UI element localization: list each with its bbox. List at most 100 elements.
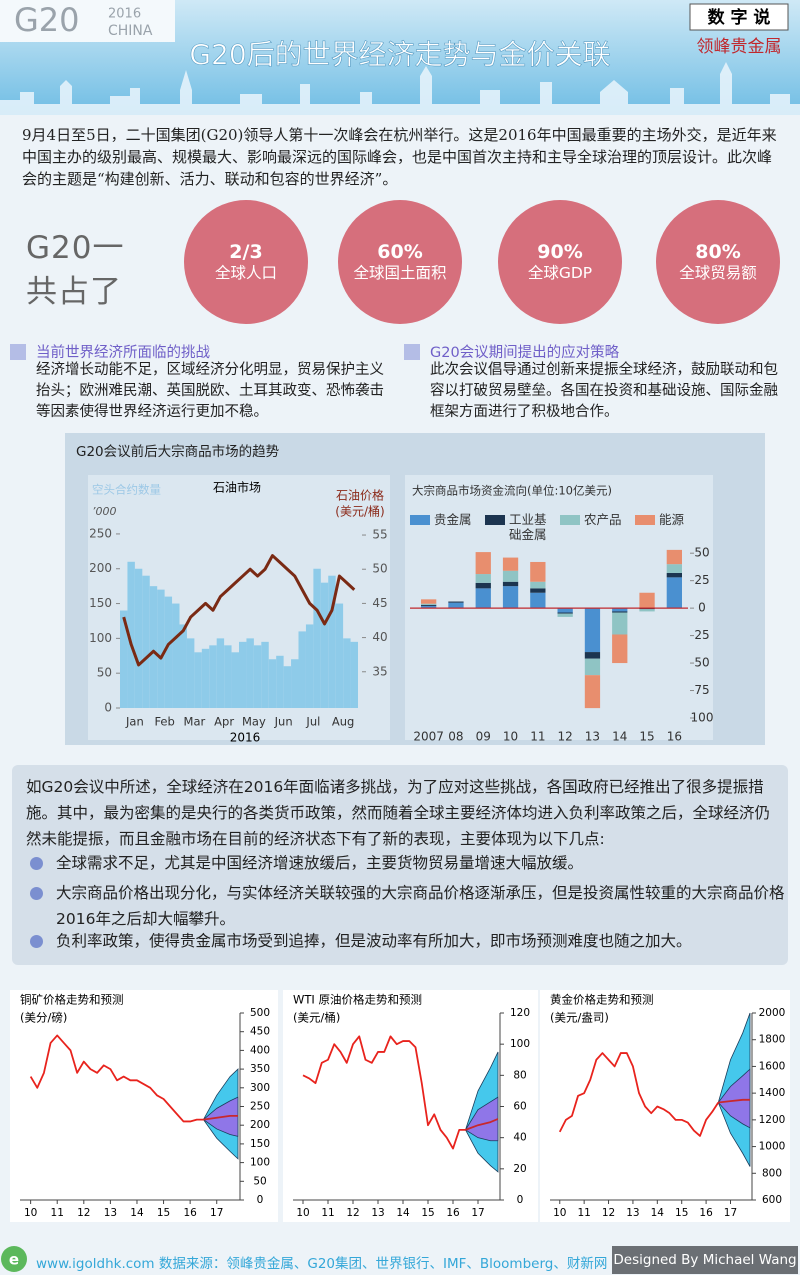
bar-segment: [475, 552, 491, 575]
bar: [239, 641, 247, 708]
bar: [276, 655, 284, 708]
bar: [261, 641, 269, 708]
y-tick-label: 300: [250, 1082, 270, 1094]
bar: [343, 638, 351, 708]
x-tick-label: 12: [77, 1207, 90, 1219]
price-history: [302, 1035, 466, 1150]
y2-axis-label: 石油价格: [336, 488, 384, 503]
y2-tick-label: 50: [372, 562, 387, 576]
bar: [164, 596, 173, 708]
y-tick-label: 1000: [759, 1141, 786, 1153]
bar: [224, 645, 232, 708]
bar: [291, 659, 299, 708]
stat-label: 全球贸易额: [679, 264, 757, 282]
fan-inner: [717, 1068, 751, 1129]
section-icon: [404, 344, 420, 360]
bar: [134, 568, 143, 708]
bar: [201, 648, 210, 708]
footer-source: www.igoldhk.com 数据来源：领峰贵金属、G20集团、世界银行、IM…: [36, 1256, 608, 1272]
x-tick-label: 17: [210, 1207, 223, 1219]
price-history: [29, 1034, 204, 1123]
bar-segment: [557, 613, 573, 617]
x-tick-label: 13: [371, 1207, 384, 1219]
x-tick-label: 11: [530, 730, 545, 744]
x-tick-label: 17: [471, 1207, 484, 1219]
bar-segment: [421, 603, 437, 605]
x-tick-label: 09: [476, 730, 491, 744]
bar: [186, 638, 195, 708]
stat-label: 全球GDP: [527, 264, 593, 282]
bar-segment: [612, 634, 628, 664]
bullet: 大宗商品价格出现分化，与实体经济关联较强的大宗商品价格逐渐承压，但是投资属性较重…: [30, 880, 796, 932]
stat-label: 全球国土面积: [353, 264, 447, 282]
y-tick-label: 50: [694, 546, 709, 560]
bar-segment: [475, 588, 491, 609]
footer-designer: Designed By Michael Wang: [612, 1246, 798, 1274]
x-tick-label: Jun: [274, 715, 293, 729]
x-tick-label: 13: [585, 730, 600, 744]
y-tick-label: 100: [691, 711, 714, 725]
stat-label: 全球人口: [214, 264, 277, 282]
bar-segment: [502, 557, 519, 571]
chart-unit: (美元/盎司): [550, 1011, 609, 1025]
chart-title: 黄金价格走势和预测: [550, 993, 654, 1007]
bar: [246, 638, 254, 708]
x-tick-label: 13: [626, 1207, 639, 1219]
chart-title: 铜矿价格走势和预测: [20, 993, 124, 1007]
x-tick-label: May: [242, 715, 266, 729]
bar-segment: [421, 599, 437, 604]
bullet: 全球需求不足，尤其是中国经济增速放缓后，主要货物贸易量增速大幅放缓。: [30, 850, 796, 876]
y-axis-label: 空头合约数量: [92, 483, 161, 497]
x-tick-label: 14: [651, 1207, 665, 1219]
x-tick-label: 15: [157, 1207, 170, 1219]
page-title: G20后的世界经济走势与金价关联: [189, 38, 610, 71]
legend-swatch: [410, 515, 430, 525]
badge-title: 数 字 说: [708, 7, 771, 28]
legend-item: 农产品: [560, 512, 635, 542]
y-tick-label: 80: [513, 1069, 526, 1081]
bar-segment: [612, 611, 628, 613]
stat-circle: 60% 全球国土面积: [338, 200, 462, 324]
y-tick-label: 400: [250, 1044, 270, 1056]
legend-item: 贵金属: [410, 512, 485, 542]
bar-segment: [448, 602, 464, 609]
badge-box: [689, 3, 789, 31]
y-tick-label: 100: [89, 631, 112, 645]
logo-year: 2016: [108, 7, 141, 22]
section-icon: [10, 344, 26, 360]
y-tick-label: 350: [250, 1063, 270, 1075]
section-body: 此次会议倡导通过创新来提振全球经济，鼓励联动和包容以打破贸易壁垒。各国在投资和基…: [430, 362, 778, 420]
bar-segment: [612, 608, 628, 612]
x-tick-label: 16: [699, 1207, 713, 1219]
y-tick-label: 100: [250, 1157, 270, 1169]
x-tick-label: 2007: [413, 730, 444, 744]
bar-segment: [639, 592, 655, 609]
bar-segment: [502, 586, 519, 609]
y-tick-label: 0: [257, 1194, 264, 1206]
legend-swatch: [485, 515, 505, 525]
bar-segment: [584, 652, 601, 659]
section-title: 当前世界经济所面临的挑战: [36, 345, 210, 361]
logo-text: G20: [14, 1, 80, 39]
bar-segment: [421, 605, 437, 609]
legend-label: 能源: [659, 512, 685, 527]
bar: [320, 582, 329, 708]
y-tick-label: 50: [694, 656, 709, 670]
y-tick-label: 200: [250, 1119, 270, 1131]
x-tick-label: 08: [448, 730, 463, 744]
bar: [194, 652, 202, 708]
y-tick-label: 250: [250, 1101, 270, 1113]
y-tick-label: 600: [762, 1194, 782, 1206]
bar: [231, 652, 239, 708]
y-tick-label: 75: [694, 683, 709, 697]
y-tick-label: 1800: [759, 1034, 786, 1046]
x-tick-label: 11: [51, 1207, 64, 1219]
bar: [120, 610, 128, 708]
legend-label: 农产品: [584, 512, 622, 527]
stats-label: 共占了: [26, 274, 122, 310]
y-tick-label: 120: [510, 1007, 530, 1019]
bar: [328, 575, 336, 708]
chart-title: 石油市场: [213, 480, 261, 495]
x-tick-label: 15: [639, 730, 654, 744]
